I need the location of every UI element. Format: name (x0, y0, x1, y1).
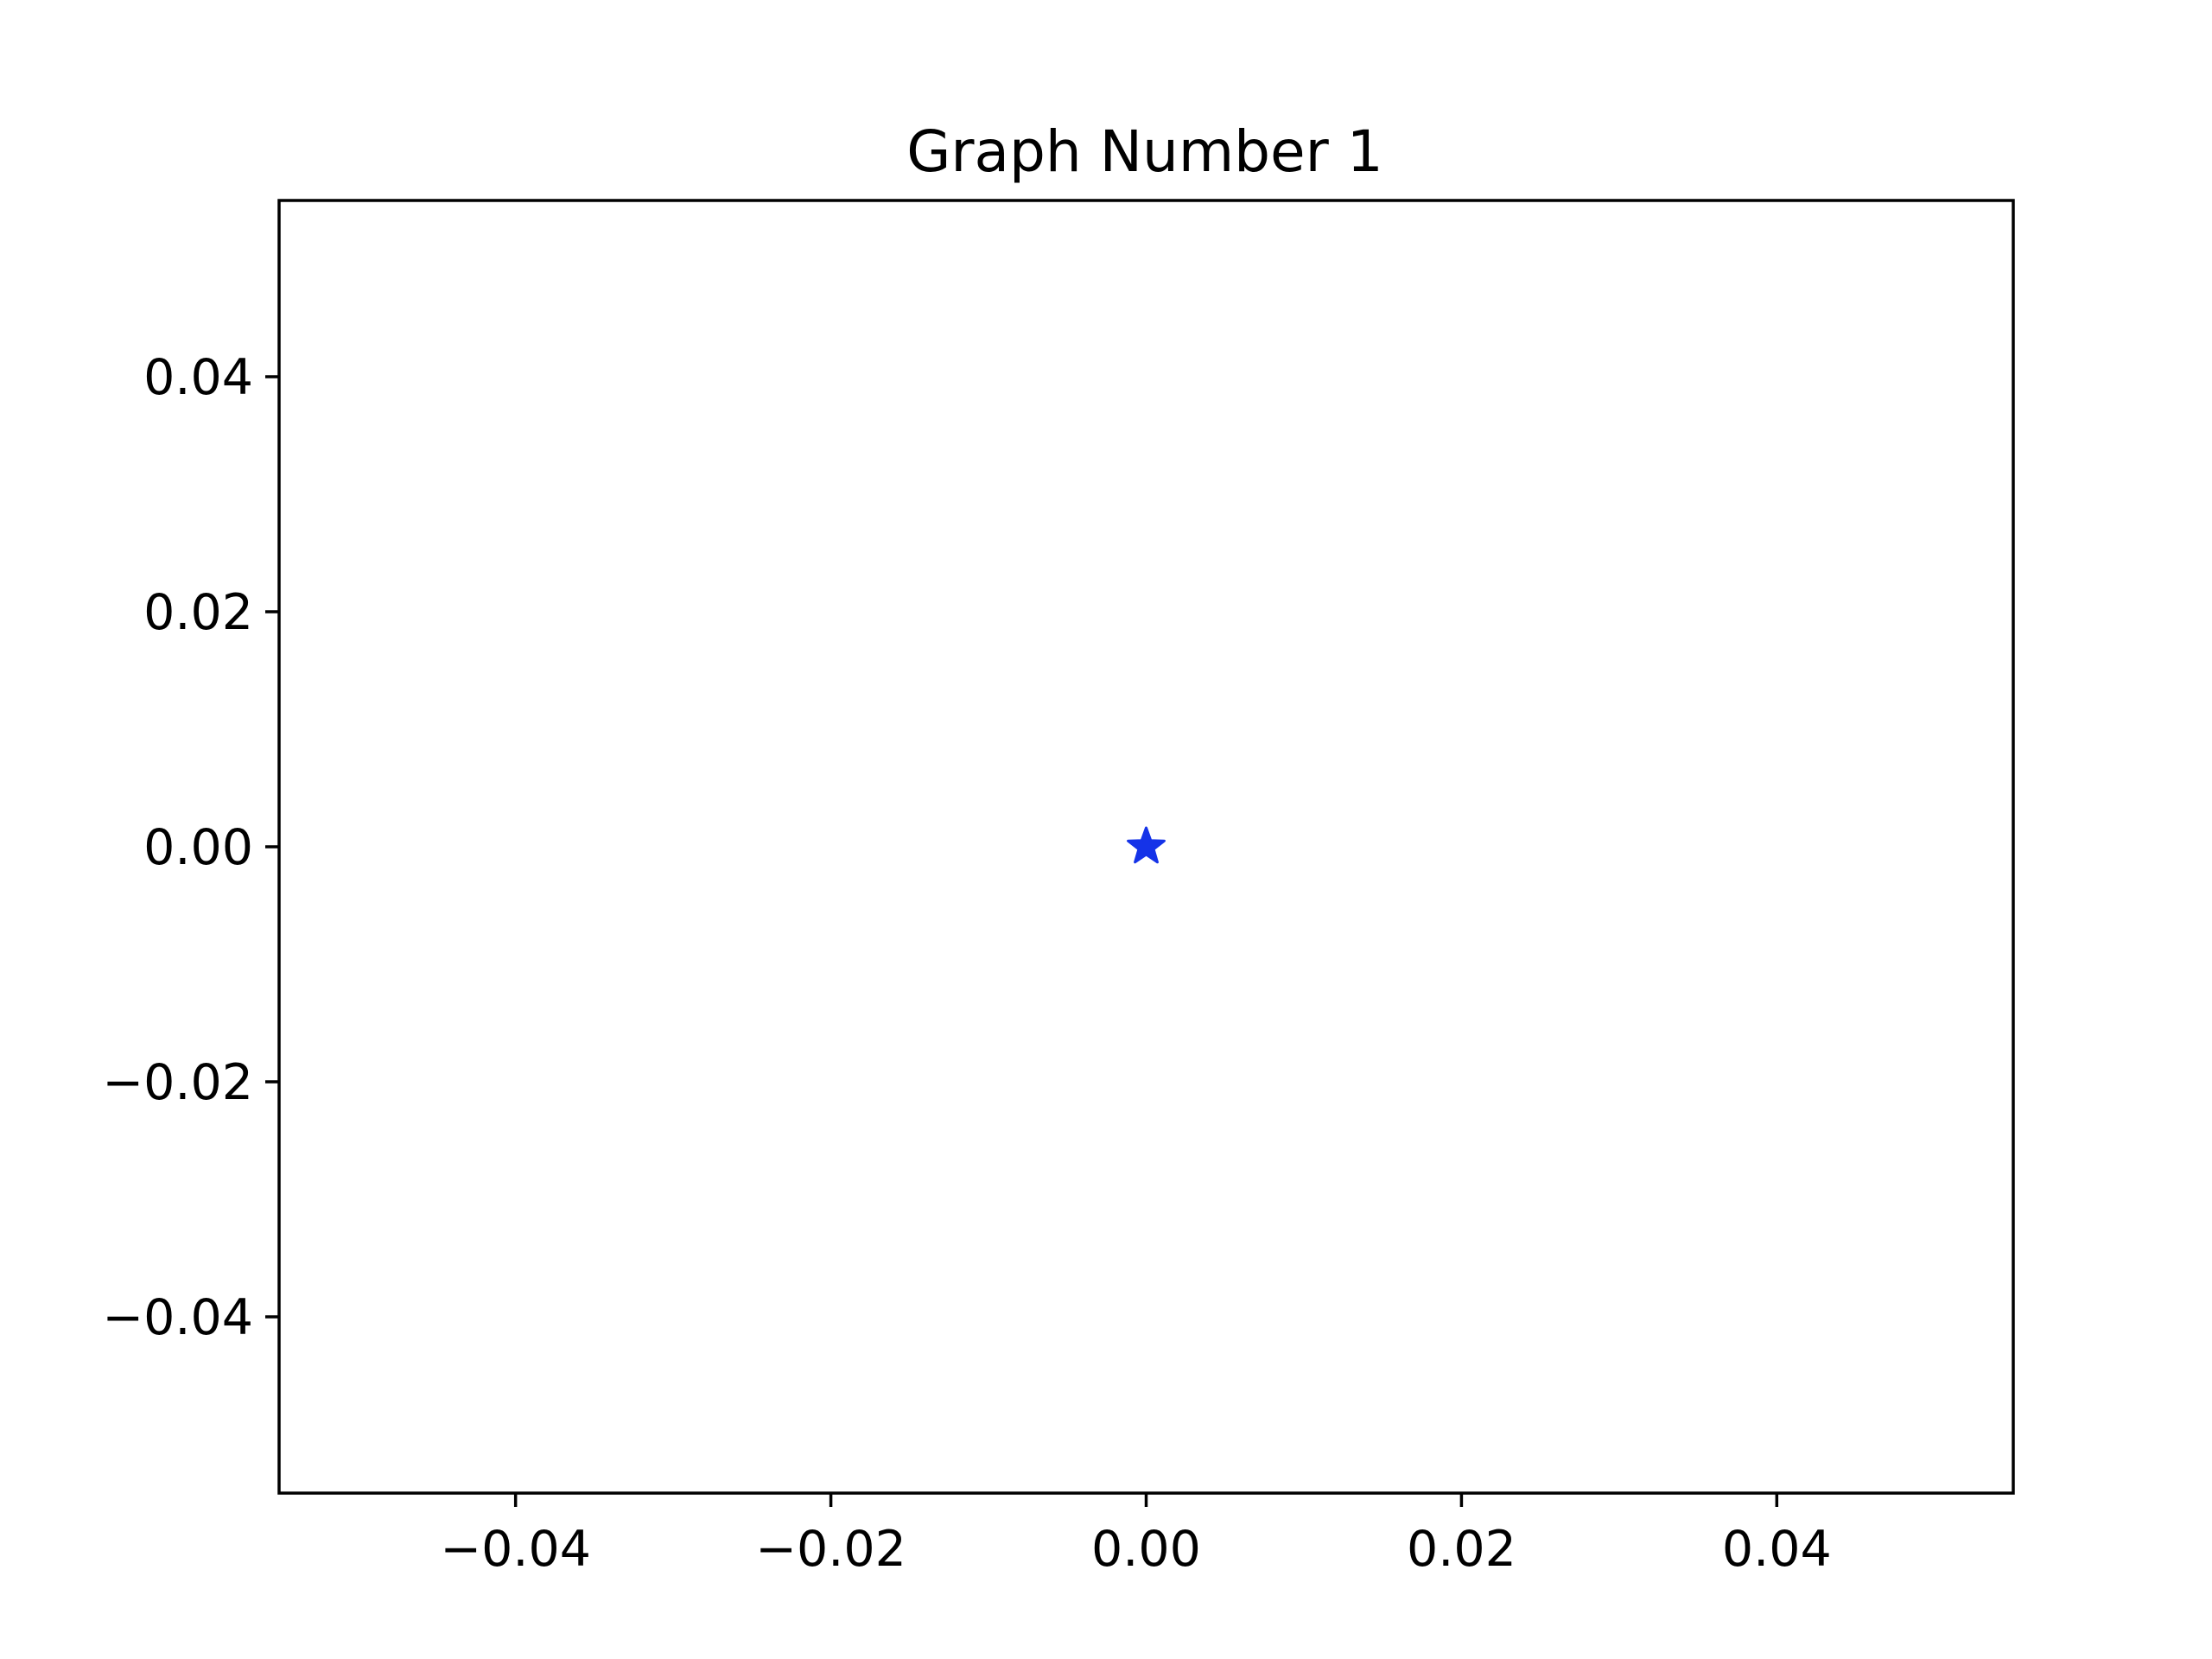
star-marker (1127, 826, 1166, 864)
y-tick-label: −0.04 (102, 1289, 253, 1346)
chart-title: Graph Number 1 (906, 118, 1383, 185)
plot-frame (277, 199, 2015, 1495)
y-axis-ticks: −0.04 −0.02 0.00 0.02 0.04 (102, 349, 279, 1346)
data-points (1127, 826, 1166, 864)
y-tick-label: 0.04 (143, 349, 253, 406)
x-axis-ticks: −0.04 −0.02 0.00 0.02 0.04 (440, 1493, 1832, 1578)
y-tick-label: 0.02 (143, 584, 253, 641)
x-tick-label: −0.04 (440, 1521, 591, 1578)
y-tick-label: 0.00 (143, 819, 253, 876)
x-tick-label: −0.02 (755, 1521, 906, 1578)
x-tick-label: 0.00 (1091, 1521, 1201, 1578)
y-tick-label: −0.02 (102, 1054, 253, 1111)
x-tick-label: 0.02 (1407, 1521, 1516, 1578)
x-tick-label: 0.04 (1722, 1521, 1832, 1578)
